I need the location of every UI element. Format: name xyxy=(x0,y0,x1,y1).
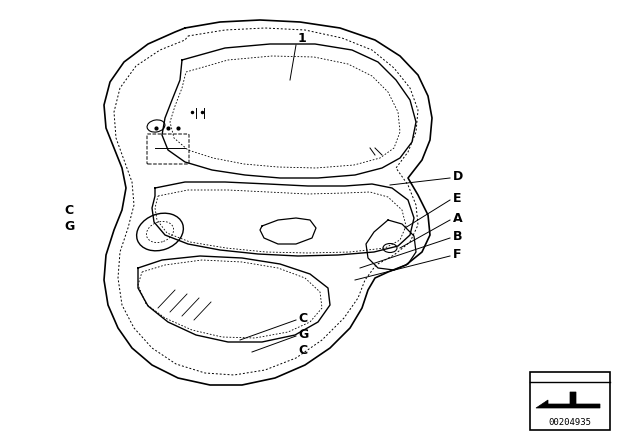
Text: G: G xyxy=(298,327,308,340)
Text: C: C xyxy=(64,203,73,216)
Text: B: B xyxy=(453,229,463,242)
Text: 00204935: 00204935 xyxy=(548,418,591,426)
Text: F: F xyxy=(453,247,461,260)
Text: A: A xyxy=(453,211,463,224)
Bar xyxy=(530,372,610,430)
Text: E: E xyxy=(453,191,461,204)
Text: G: G xyxy=(64,220,74,233)
Polygon shape xyxy=(536,392,600,408)
Text: 1: 1 xyxy=(298,31,307,44)
Text: C: C xyxy=(298,311,307,324)
Text: C: C xyxy=(298,344,307,357)
Text: D: D xyxy=(453,169,463,182)
